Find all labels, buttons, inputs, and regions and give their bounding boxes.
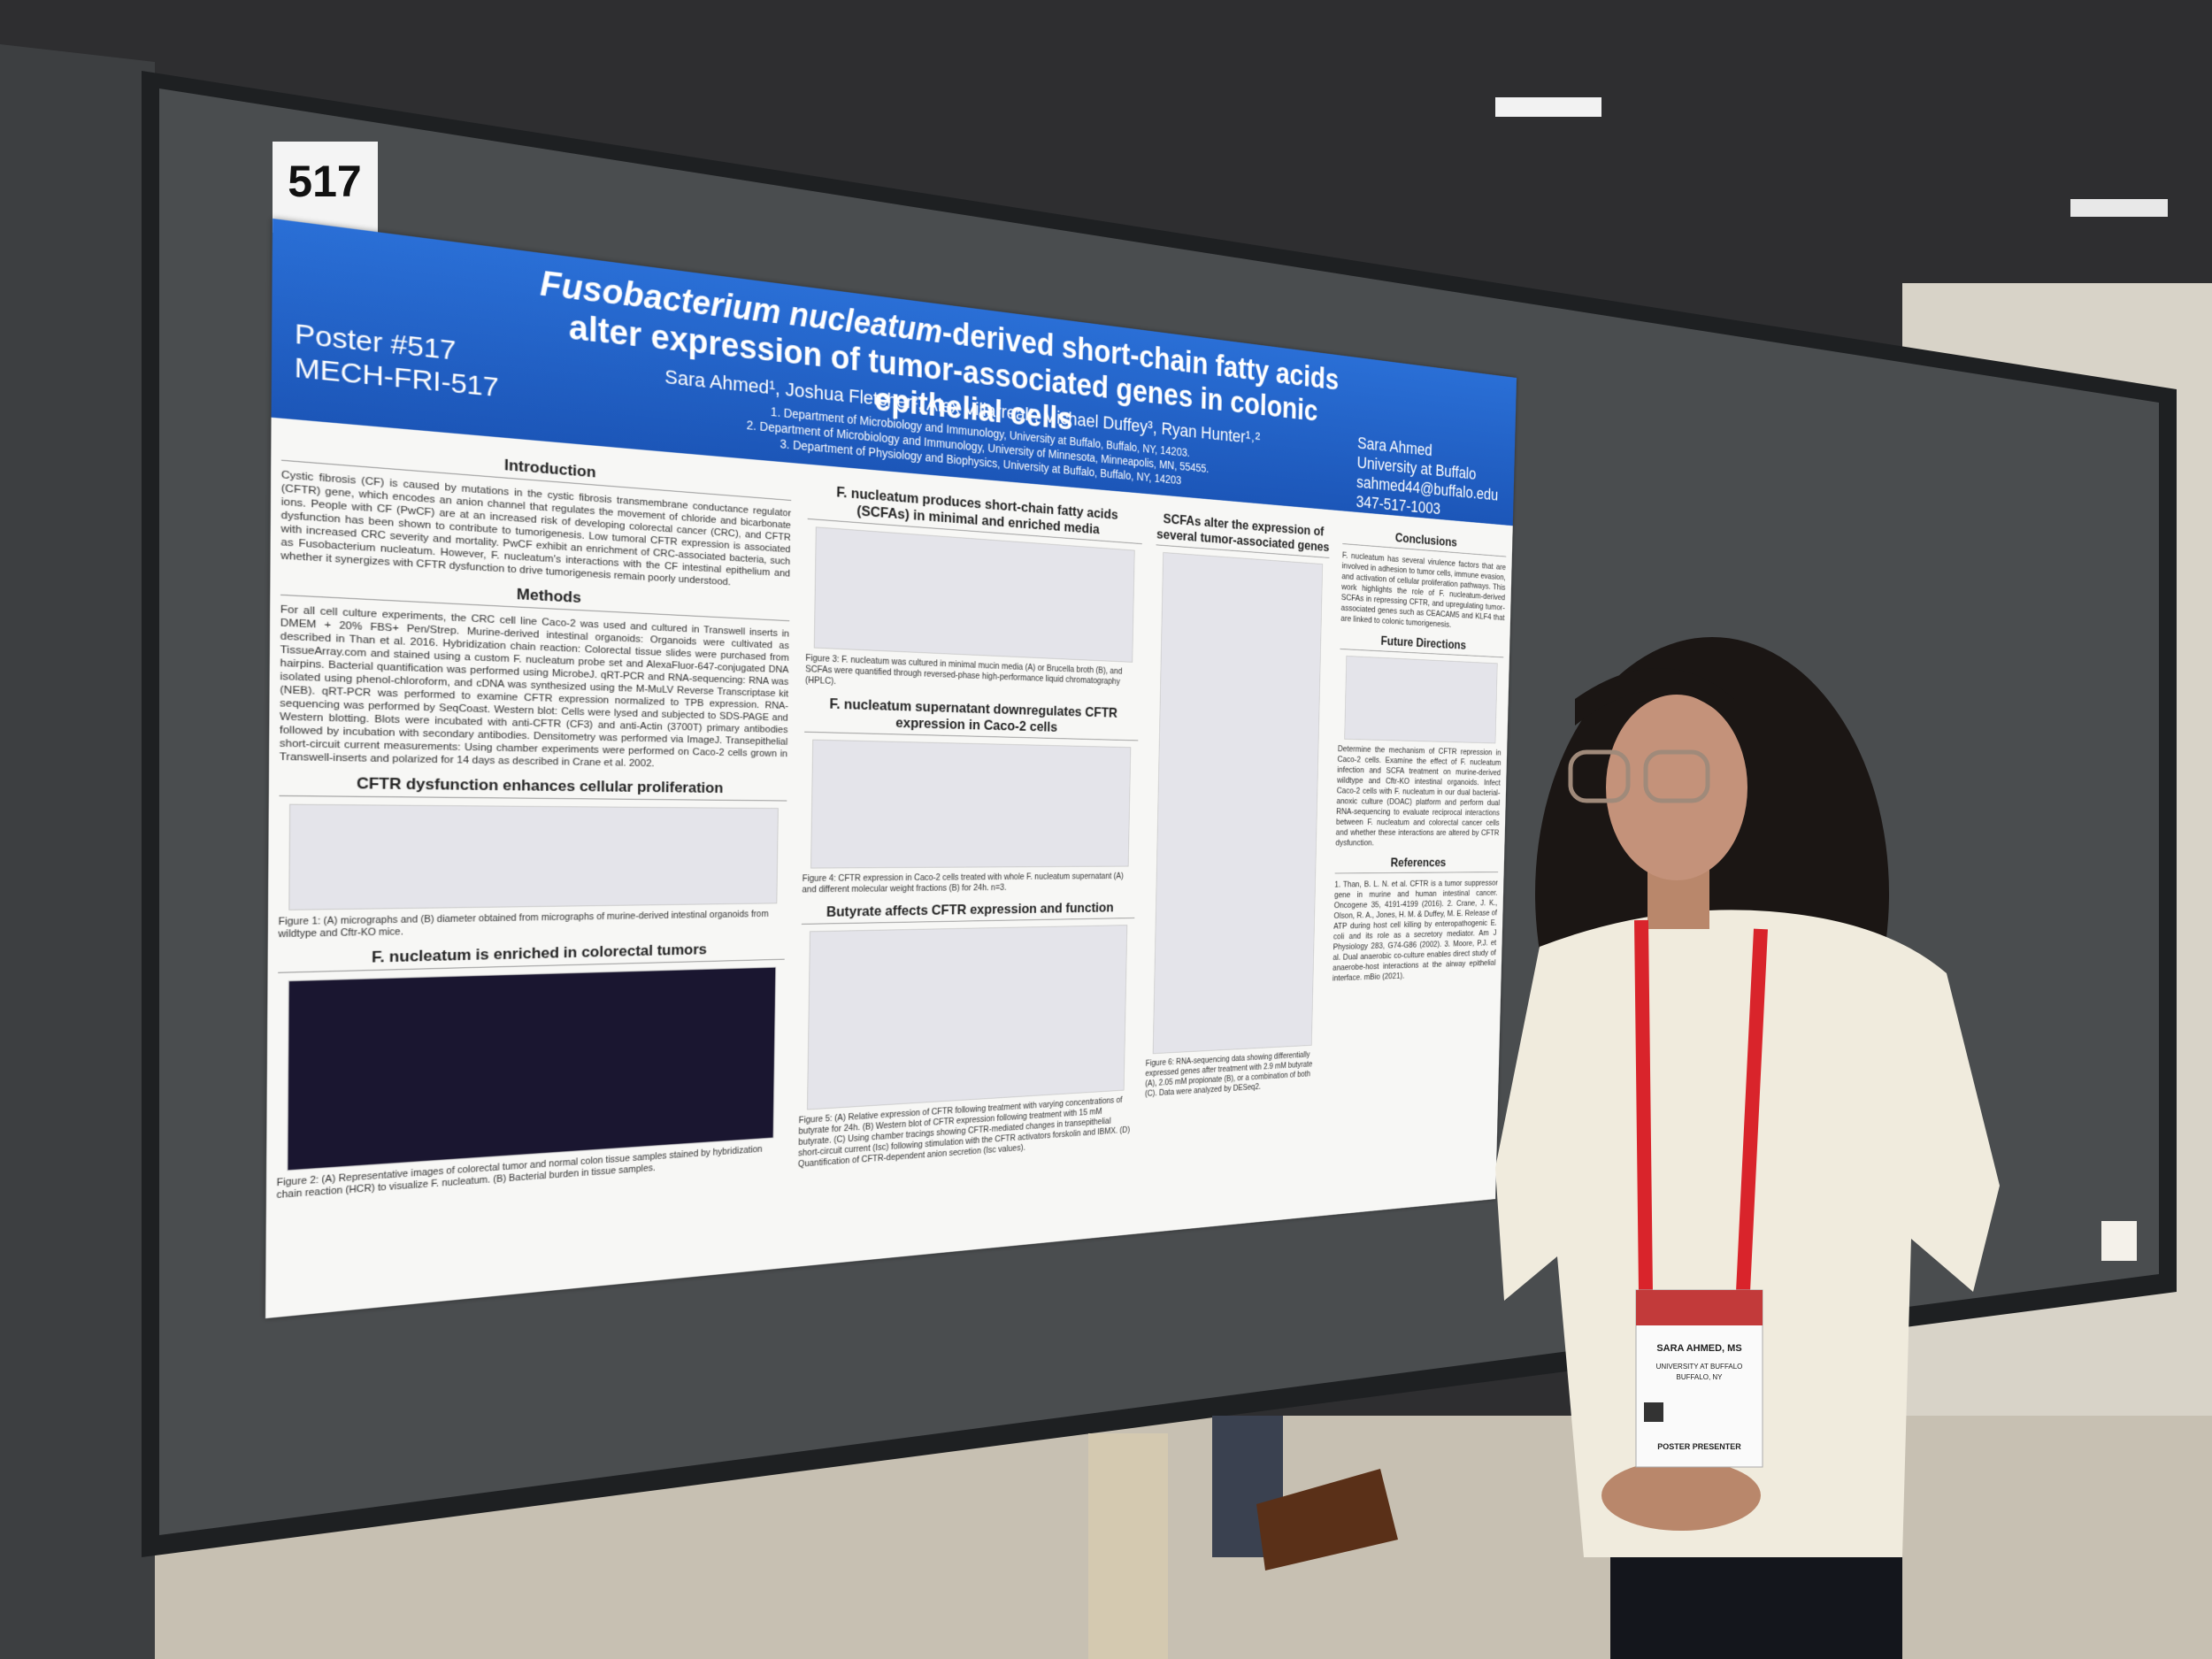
number-card — [273, 142, 378, 233]
visitor-leg — [1088, 1433, 1168, 1659]
visitor-shoe — [1256, 1469, 1398, 1571]
left-panel — [0, 44, 155, 1659]
badge-role: POSTER PRESENTER — [1657, 1442, 1741, 1451]
glasses — [1568, 749, 1631, 803]
badge-org: UNIVERSITY AT BUFFALO — [1655, 1363, 1743, 1371]
cup — [2101, 1221, 2137, 1261]
ceiling-light — [1495, 97, 1601, 117]
face — [1606, 695, 1747, 880]
fringe — [1575, 668, 1734, 726]
badge-city: BUFFALO, NY — [1676, 1373, 1723, 1381]
hands — [1601, 1460, 1761, 1531]
glasses — [1643, 749, 1710, 803]
lanyard — [1634, 919, 1768, 1293]
badge-name: SARA AHMED, MS — [1656, 1343, 1742, 1354]
pants — [1610, 1540, 1902, 1659]
badge-banner — [1636, 1290, 1763, 1325]
ceiling-light — [2070, 199, 2168, 217]
number-card-text: 517 — [288, 157, 361, 206]
badge-qr — [1644, 1402, 1663, 1422]
